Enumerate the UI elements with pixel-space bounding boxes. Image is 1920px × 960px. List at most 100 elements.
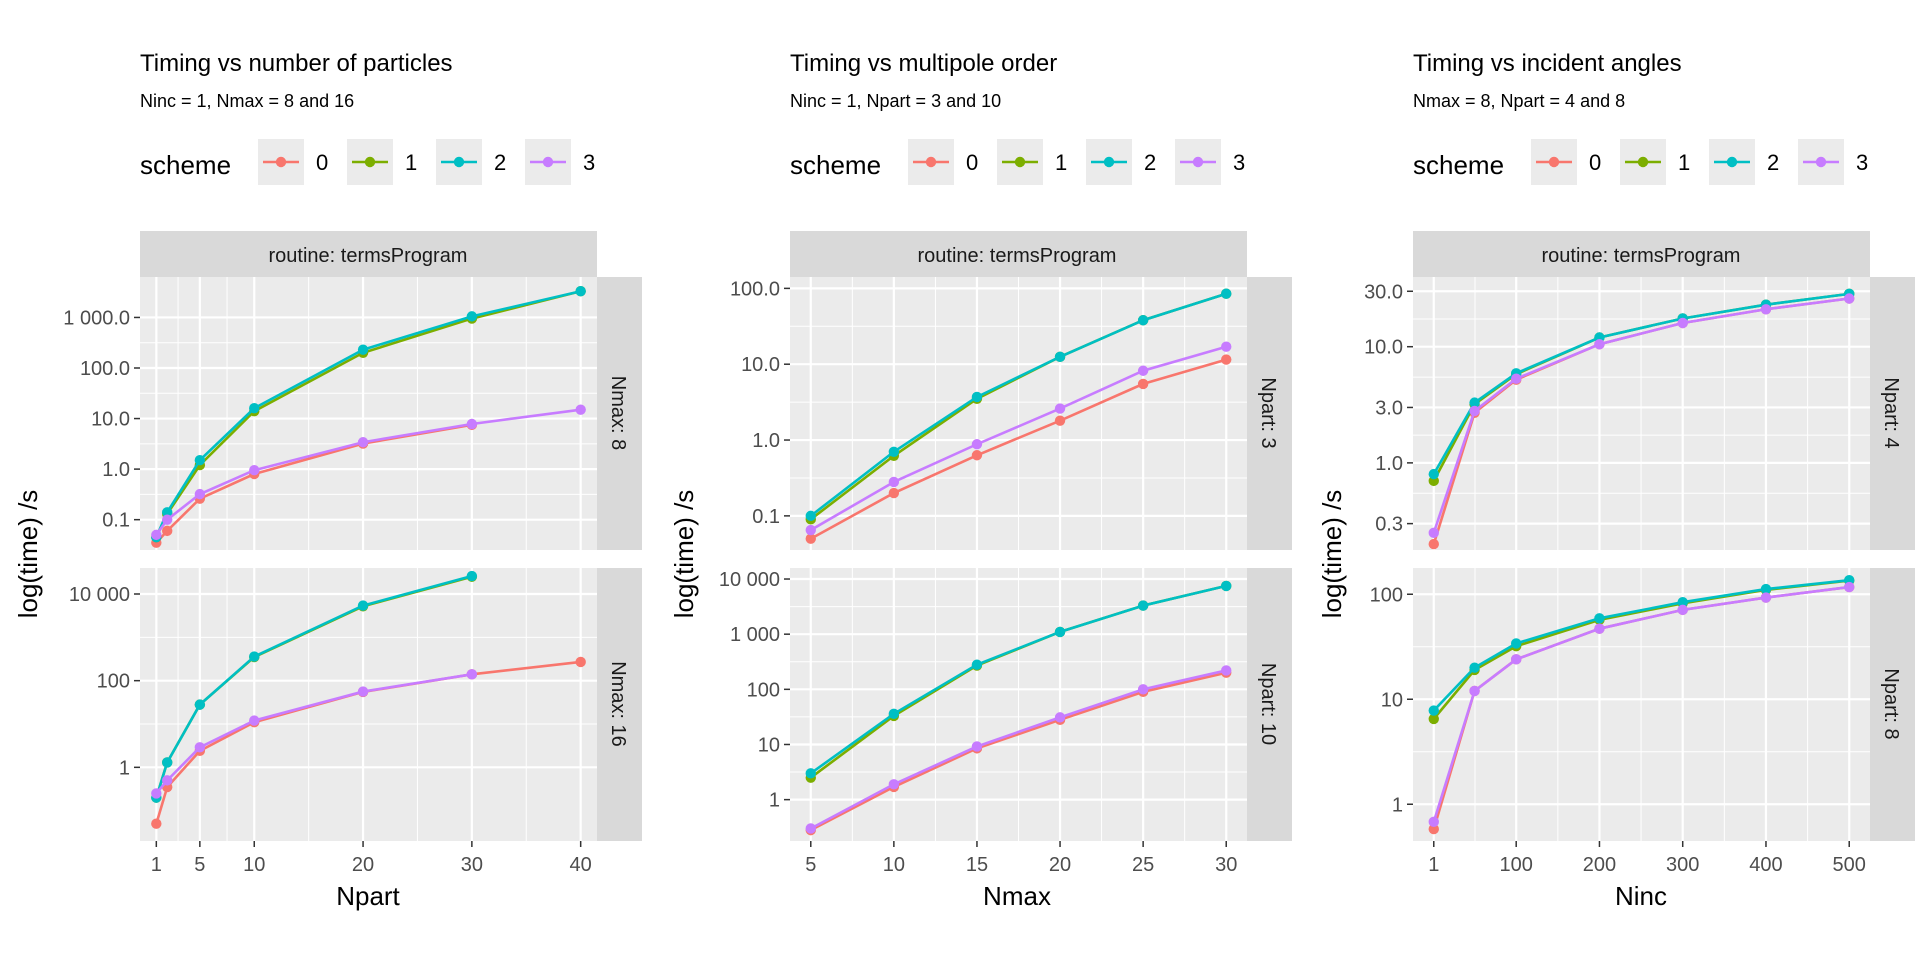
chart-1: 0.1 1.0 10.0 100.0 1 000.0 1 100 10 000 1 5 10 20 30… [63, 231, 642, 876]
strip-top-label: routine: termsProgram [918, 245, 1117, 267]
data-point-scheme-3 [1137, 365, 1149, 376]
strip-right [1247, 277, 1292, 550]
y-tick-label: 1.0 [102, 459, 130, 481]
legend-1: 0 1 2 3 [258, 139, 595, 185]
data-point-scheme-3 [1510, 373, 1522, 384]
series-line-scheme-0 [810, 671, 1227, 832]
data-point-scheme-3 [1677, 604, 1688, 616]
x-tick-label: 500 [1833, 854, 1866, 876]
data-point-scheme-2 [357, 344, 369, 355]
data-point-scheme-3 [971, 741, 983, 752]
legend-2: 0 1 2 3 [908, 139, 1245, 185]
data-point-scheme-2 [1137, 315, 1149, 326]
series-line-scheme-3 [810, 669, 1227, 830]
data-point-scheme-0 [1137, 378, 1149, 390]
chart-3: 0.3 1.0 3.0 10.0 30.0 1 10 100 1 100 200 300 400 500 [1364, 231, 1915, 876]
data-point-scheme-0 [1428, 538, 1439, 550]
strip-right [597, 277, 642, 550]
data-point-scheme-0 [575, 656, 586, 668]
data-point-scheme-2 [1137, 600, 1149, 611]
panel-background [140, 277, 597, 550]
strip-right [1870, 277, 1915, 550]
legend-key-label: 0 [1589, 150, 1601, 175]
x-axis-label: Npart [336, 881, 400, 911]
data-point-scheme-0 [162, 525, 173, 537]
x-axis-label: Nmax [983, 881, 1051, 911]
data-point-scheme-0 [805, 533, 816, 544]
y-tick-label: 1.0 [1375, 453, 1403, 475]
data-point-scheme-2 [1469, 662, 1480, 673]
x-tick-label: 30 [461, 854, 483, 876]
x-tick-label: 20 [1049, 854, 1071, 876]
x-tick-label: 40 [570, 854, 592, 876]
data-point-scheme-3 [1844, 581, 1855, 593]
data-point-scheme-2 [249, 403, 260, 414]
legend-key-label: 3 [1233, 150, 1245, 175]
data-point-scheme-2 [575, 286, 586, 297]
y-axis-label: log(time) /s [669, 490, 699, 619]
strip-right [1247, 568, 1292, 841]
chart-3-header: Timing vs incident angles Nmax = 8, Npar… [1317, 50, 1902, 911]
data-point-scheme-2 [1677, 597, 1688, 608]
legend-key-point [1014, 156, 1026, 168]
y-tick-label: 1 [1392, 794, 1403, 816]
y-tick-label: 0.1 [752, 506, 780, 528]
y-tick-label: 0.3 [1375, 514, 1403, 536]
data-point-scheme-3 [1428, 816, 1439, 828]
data-point-scheme-3 [194, 742, 206, 753]
panel-2: 1 10 100 1 000 10 000 [719, 568, 1292, 841]
y-tick-label: 10 [1381, 689, 1403, 711]
chart-subtitle: Ninc = 1, Nmax = 8 and 16 [140, 91, 354, 111]
chart-2: 0.1 1.0 10.0 100.0 1 10 100 1 000 10 000 5 10 15 20 2… [719, 231, 1292, 876]
data-point-scheme-0 [1054, 415, 1066, 426]
y-tick-label: 1 000.0 [63, 307, 130, 329]
series-line-scheme-3 [810, 345, 1227, 532]
data-point-scheme-3 [1137, 684, 1149, 695]
data-point-scheme-2 [888, 708, 900, 720]
data-point-scheme-3 [1054, 712, 1066, 723]
x-tick-label: 5 [194, 854, 205, 876]
legend-key-point [1548, 156, 1560, 168]
data-point-scheme-2 [357, 600, 369, 611]
strip-right [597, 568, 642, 841]
y-tick-label: 1 [119, 757, 130, 779]
x-tick-label: 20 [352, 854, 374, 876]
data-point-scheme-2 [1760, 583, 1772, 595]
panel-1: 0.3 1.0 3.0 10.0 30.0 [1364, 277, 1915, 550]
legend-key-label: 2 [494, 150, 506, 175]
legend-key-point [1637, 156, 1649, 168]
y-tick-label: 10.0 [1364, 337, 1403, 359]
data-point-scheme-0 [1428, 823, 1439, 835]
data-point-scheme-2 [1054, 626, 1066, 638]
strip-top-label: routine: termsProgram [1542, 245, 1741, 267]
y-tick-label: 100.0 [730, 278, 780, 300]
data-point-scheme-2 [1221, 288, 1232, 299]
panel-2: 1 10 100 [1370, 568, 1915, 841]
series-line-scheme-2 [810, 584, 1227, 775]
x-axis-label: Ninc [1615, 881, 1667, 911]
y-axis-label: log(time) /s [1317, 490, 1347, 619]
y-tick-label: 10 000 [719, 569, 780, 591]
data-point-scheme-2 [1428, 705, 1439, 716]
x-tick-label: 300 [1666, 854, 1699, 876]
data-point-scheme-3 [194, 488, 206, 500]
strip-top [790, 231, 1247, 277]
legend-key-label: 2 [1767, 150, 1779, 175]
x-tick-label: 30 [1215, 854, 1237, 876]
series-line-scheme-0 [810, 358, 1227, 540]
data-point-scheme-3 [805, 524, 816, 536]
data-point-scheme-3 [151, 529, 162, 541]
legend-key-label: 3 [583, 150, 595, 175]
y-tick-label: 30.0 [1364, 281, 1403, 303]
legend-key-point [453, 156, 465, 168]
x-tick-label: 25 [1132, 854, 1154, 876]
legend-key-point [1726, 156, 1738, 168]
data-point-scheme-3 [151, 788, 162, 799]
y-tick-label: 10.0 [741, 354, 780, 376]
data-point-scheme-0 [971, 450, 983, 461]
legend-key-label: 2 [1144, 150, 1156, 175]
x-tick-label: 10 [883, 854, 905, 876]
y-tick-label: 100 [747, 679, 780, 701]
data-point-scheme-2 [162, 507, 173, 518]
